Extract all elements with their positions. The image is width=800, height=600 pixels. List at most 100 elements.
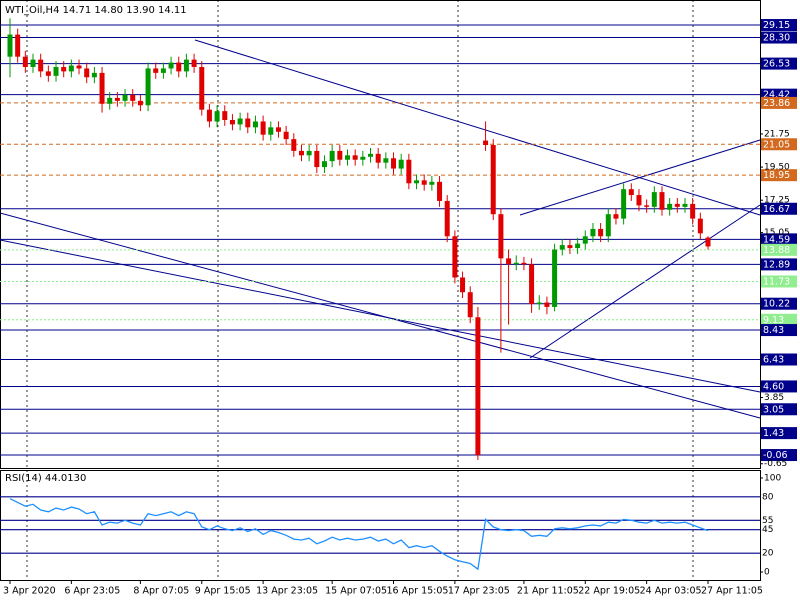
candle-body [53, 66, 59, 76]
candle-body [697, 218, 703, 234]
candle-body [168, 62, 174, 69]
y-tick-label: 19.50 [764, 163, 790, 173]
candle-body [38, 59, 44, 72]
candle-body [582, 236, 588, 244]
candle-body [613, 214, 619, 219]
level-label: 28.30 [763, 33, 790, 44]
candle-body [283, 131, 289, 140]
rsi-level-label: 45 [762, 525, 773, 535]
level-label-box [761, 243, 797, 256]
candle-body [306, 150, 312, 156]
separators [26, 0, 694, 580]
level-label: 29.15 [763, 20, 790, 31]
candle-body [137, 100, 143, 106]
x-tick-label: 15 Apr 07:05 [325, 586, 387, 597]
candle-body [383, 158, 389, 163]
x-tick-label: 9 Apr 15:05 [195, 586, 251, 597]
candle-body [344, 155, 350, 160]
candle-body [414, 180, 420, 184]
candle-body [674, 203, 680, 207]
level-label-box [761, 233, 797, 246]
rsi-level-label: 20 [762, 549, 774, 559]
level-label-box [761, 324, 797, 337]
candle-body [398, 159, 404, 169]
candle-body [145, 68, 151, 106]
x-tick-label: 6 Apr 23:05 [64, 586, 120, 597]
rsi-line [9, 498, 709, 571]
candle-body [45, 71, 51, 76]
level-label-box [761, 313, 797, 326]
y-tick-label: 17.25 [764, 196, 790, 206]
rsi-title: RSI(14) 44.0130 [5, 473, 86, 484]
level-label: 11.73 [763, 276, 790, 287]
candle-body [76, 65, 82, 69]
candle-body [268, 127, 274, 135]
candle-body [368, 153, 374, 157]
candle-body [421, 180, 427, 185]
candle-body [659, 192, 665, 210]
x-tick-label: 16 Apr 15:05 [387, 586, 449, 597]
candle-body [636, 195, 642, 206]
candle-body [529, 264, 535, 305]
level-label: 10.22 [763, 299, 790, 310]
candle-body [498, 214, 504, 259]
candle-body [475, 317, 481, 456]
level-label: 26.53 [763, 59, 790, 70]
level-label-box [761, 96, 797, 109]
x-tick-label: 17 Apr 23:05 [448, 586, 510, 597]
candle-body [506, 258, 512, 265]
candle-body [406, 159, 412, 184]
candle-body [644, 205, 650, 207]
candle-body [483, 140, 489, 146]
candle-body [667, 203, 673, 210]
candle-body [536, 302, 542, 305]
candle-body [15, 34, 21, 57]
rsi-level-label: 55 [762, 516, 773, 526]
candle-body [191, 59, 197, 67]
candle-body [513, 262, 519, 265]
candle-body [130, 94, 136, 101]
candle-body [199, 66, 205, 110]
level-label-box [761, 380, 797, 393]
level-label: 24.42 [763, 90, 790, 101]
candle-body [99, 72, 105, 104]
candle-body [705, 237, 711, 247]
candle-body [7, 34, 13, 57]
candle-body [552, 249, 558, 307]
candle-body [314, 150, 320, 168]
candle-body [176, 62, 182, 72]
candle-body [91, 72, 97, 78]
level-label-box [761, 297, 797, 310]
candle-body [260, 121, 266, 135]
candle-body [30, 59, 36, 67]
level-label: 14.59 [763, 234, 790, 245]
candle-body [682, 203, 688, 207]
chart-title: WTI_Oil,H4 14.71 14.80 13.90 14.11 [5, 5, 187, 16]
level-label-box [761, 403, 797, 416]
rsi-level-label: 80 [762, 492, 774, 502]
x-tick-label: 24 Apr 03:05 [640, 586, 702, 597]
y-tick-label: 21.75 [764, 129, 790, 139]
candle-body [460, 277, 466, 293]
candle-body [183, 59, 189, 72]
level-label: -0.06 [763, 450, 788, 461]
y-tick-label: 3.85 [764, 393, 784, 403]
level-label-box [761, 169, 797, 182]
candle-body [22, 56, 28, 67]
level-label: 16.67 [763, 204, 790, 215]
y-tick-label: 15.05 [764, 228, 790, 238]
level-label: 12.89 [763, 259, 790, 270]
candle-body [222, 111, 228, 120]
level-label-box [761, 258, 797, 271]
level-label: 23.86 [763, 98, 790, 109]
candle-body [444, 200, 450, 237]
x-tick-label: 22 Apr 19:05 [578, 586, 640, 597]
candle-body [605, 214, 611, 237]
candle-body [690, 203, 696, 219]
candle-body [114, 97, 120, 101]
trendline [0, 239, 761, 393]
candle-body [252, 121, 258, 128]
x-tick-label: 13 Apr 23:05 [256, 586, 318, 597]
